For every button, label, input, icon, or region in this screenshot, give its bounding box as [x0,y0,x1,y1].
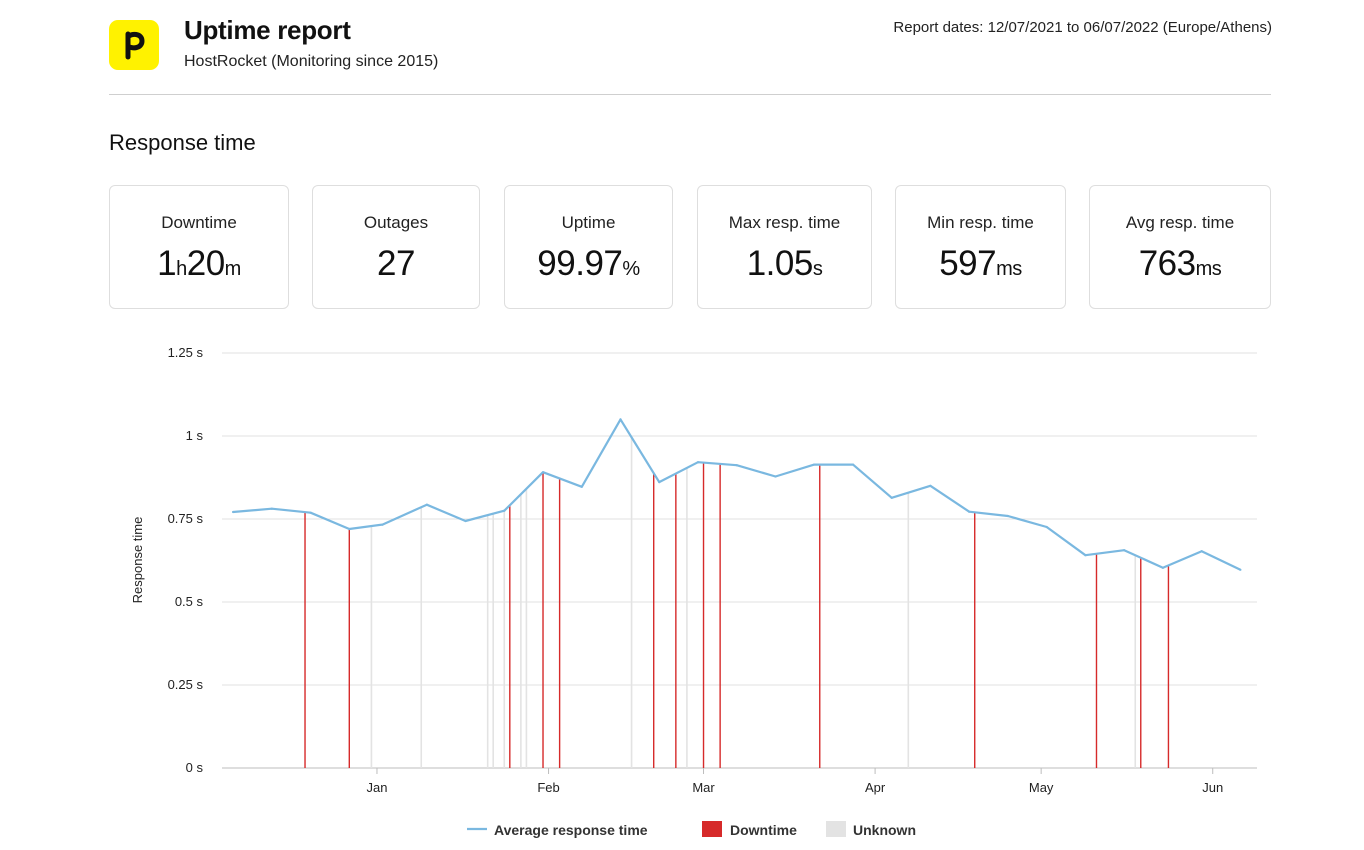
data-point [1084,554,1087,557]
data-point [1006,514,1010,518]
stat-label: Downtime [161,213,237,232]
stat-number: 20 [186,244,225,283]
stat-value: 99.97% [505,244,672,284]
stat-label: Outages [363,213,429,232]
stat-unit: % [622,258,640,280]
data-point [1239,568,1242,571]
data-point [425,503,428,506]
data-point [270,507,273,510]
x-tick-label: Jan [366,780,387,795]
data-point [348,527,351,531]
stat-label: Min resp. time [927,213,1034,232]
stat-number: 99.97 [537,244,623,283]
stat-card-uptime: Uptime 99.97% [504,185,673,309]
data-point [619,418,622,421]
y-tick-label: 0.25 s [168,677,204,692]
page-subtitle: HostRocket (Monitoring since 2015) [184,53,439,70]
stat-card-avg-resp-time: Avg resp. time 763ms [1089,185,1271,309]
legend-swatch-unknown [826,821,846,837]
stat-number: 763 [1138,244,1196,283]
data-point [851,463,855,466]
stat-number: 27 [377,244,415,283]
legend-swatch-downtime [702,821,722,837]
y-tick-label: 0 s [186,760,204,775]
data-point [231,510,235,514]
x-tick-label: Mar [692,780,715,795]
y-tick-label: 1 s [186,428,204,443]
stat-card-min-resp-time: Min resp. time 597ms [895,185,1066,309]
stat-number: 1.05 [746,244,814,283]
data-point [968,510,971,513]
stat-label: Avg resp. time [1125,213,1235,232]
y-tick-label: 0.75 s [168,511,204,526]
data-point [774,475,777,478]
section-title: Response time [109,130,256,155]
stat-unit: ms [996,258,1022,280]
data-point [696,461,700,464]
stat-number: 597 [939,244,997,283]
y-axis-title: Response time [130,517,145,604]
page-title: Uptime report [184,15,351,45]
data-point [503,509,506,512]
data-point [890,496,893,499]
series-line-average-response-time [233,418,1241,571]
data-point [813,463,816,466]
data-point [541,471,545,474]
stat-card-max-resp-time: Max resp. time 1.05s [697,185,872,309]
stat-unit: m [224,258,242,280]
data-point [1161,566,1165,569]
data-point [464,519,467,523]
stat-unit: ms [1195,258,1222,280]
stat-unit: h [176,258,187,280]
header-divider [109,94,1271,95]
data-point [1045,525,1048,529]
stat-value: 597ms [896,244,1065,284]
data-point [929,484,932,487]
x-tick-label: Apr [865,780,886,795]
data-point [735,464,738,467]
stat-unit: s [812,258,823,280]
stat-value: 1h20m [110,244,288,284]
data-point [580,485,583,488]
y-tick-label: 1.25 s [168,345,204,360]
pingdom-logo-icon [109,20,159,70]
legend-label: Downtime [730,822,797,838]
report-dates: Report dates: 12/07/2021 to 06/07/2022 (… [893,19,1272,36]
data-point [381,523,384,526]
stat-label: Max resp. time [728,213,841,232]
legend-label: Average response time [494,822,648,838]
x-tick-label: Feb [537,780,559,795]
stat-number: 1 [157,244,177,283]
stat-value: 27 [313,244,479,284]
data-point [1123,549,1126,552]
y-tick-label: 0.5 s [175,594,204,609]
data-point [309,511,312,514]
stat-card-outages: Outages 27 [312,185,480,309]
x-tick-label: May [1029,780,1054,795]
x-tick-label: Jun [1202,780,1223,795]
stat-label: Uptime [561,213,616,232]
stat-card-downtime: Downtime 1h20m [109,185,289,309]
data-point [1200,550,1203,553]
stat-value: 1.05s [698,244,871,284]
stat-value: 763ms [1090,244,1270,284]
legend-label: Unknown [853,822,916,838]
data-point [658,481,661,484]
